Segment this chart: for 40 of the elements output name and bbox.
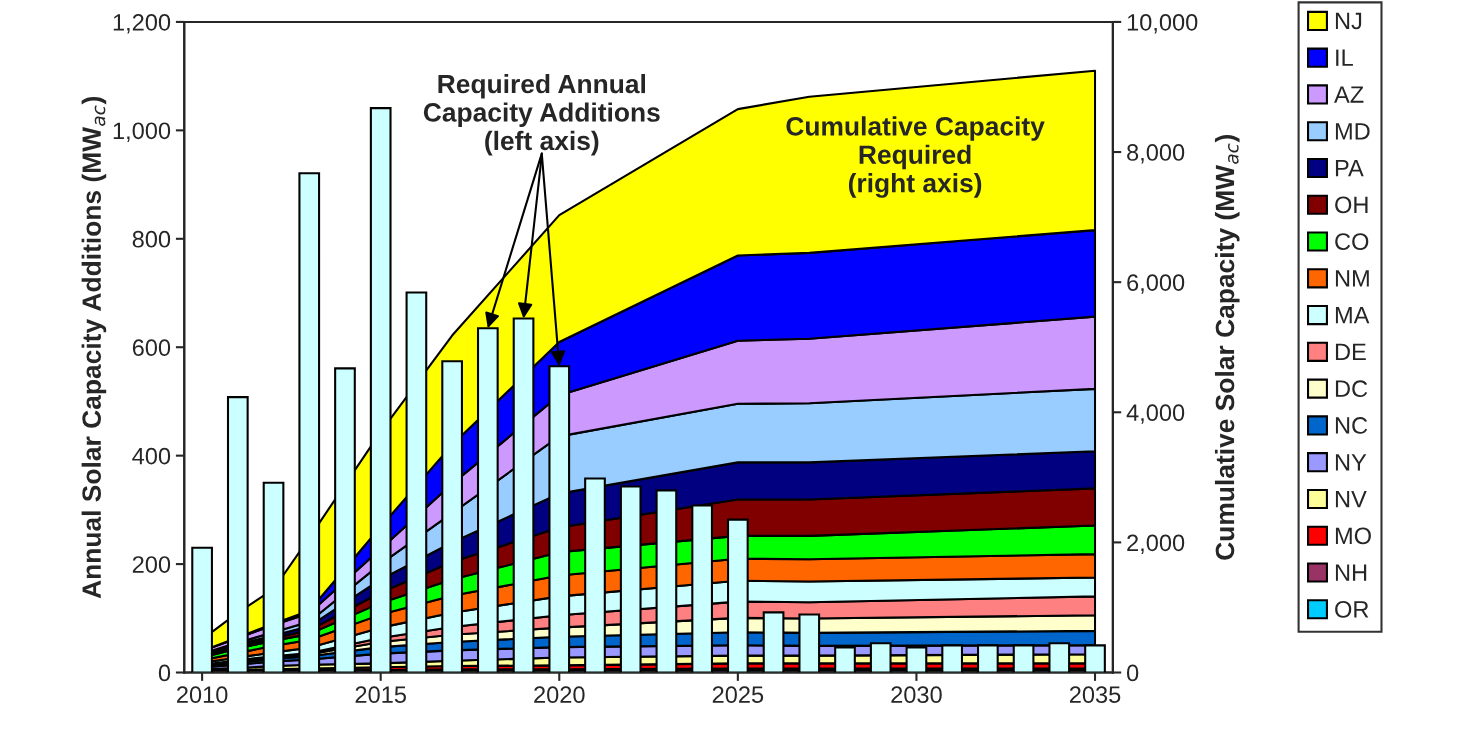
legend-label: DC — [1335, 380, 1368, 398]
y-tick-label: 1,000 — [113, 122, 171, 142]
annotation: Cumulative Capacity Required (right axis) — [786, 116, 1045, 198]
x-tick-label: 2020 — [534, 686, 585, 704]
legend-label: MD — [1335, 123, 1370, 140]
legend-label: OR — [1335, 600, 1369, 618]
x-tick-label: 2025 — [712, 686, 764, 704]
legend-label: OH — [1335, 196, 1368, 214]
y2-tick-label: 2,000 — [1127, 534, 1185, 554]
legend-label: MO — [1335, 527, 1371, 545]
y-tick-label: 800 — [132, 230, 171, 248]
y-tick-label: 400 — [132, 447, 171, 465]
legend-label: PA — [1335, 159, 1364, 177]
y2-axis-title: Cumulative Solar Capacity (MW$_{ac}$) — [1214, 135, 1240, 560]
annotation: Required Annual Capacity Additions (left axis) — [423, 73, 660, 156]
y-tick-label: 1,200 — [113, 14, 171, 34]
x-tick-label: 2010 — [177, 686, 228, 704]
y2-tick-label: 4,000 — [1126, 404, 1185, 424]
legend-label: NH — [1335, 564, 1367, 581]
legend-label: MA — [1335, 307, 1370, 324]
y2-tick-label: 8,000 — [1127, 144, 1185, 164]
y-tick-label: 600 — [132, 339, 171, 357]
y2-tick-label: 10,000 — [1127, 14, 1198, 34]
x-tick-label: 2035 — [1069, 686, 1121, 704]
legend-label: NC — [1335, 417, 1368, 434]
legend-label: AZ — [1334, 86, 1364, 103]
legend-label: NM — [1335, 270, 1369, 287]
legend-label: NJ — [1335, 12, 1362, 30]
x-tick-label: 2015 — [355, 686, 406, 704]
y2-tick-label: 0 — [1126, 664, 1139, 682]
legend-label: NV — [1335, 490, 1367, 508]
legend-label: CO — [1335, 233, 1369, 250]
legend-label: DE — [1335, 343, 1366, 361]
legend-label: IL — [1336, 49, 1353, 66]
y-axis-title: Annual Solar Capacity Additions (MW$_{ac}$) — [81, 96, 107, 599]
y-tick-label: 0 — [158, 664, 171, 682]
x-tick-label: 2030 — [891, 686, 942, 704]
legend-label: NY — [1335, 454, 1367, 471]
y2-tick-label: 6,000 — [1127, 274, 1185, 294]
y-tick-label: 200 — [132, 556, 171, 573]
